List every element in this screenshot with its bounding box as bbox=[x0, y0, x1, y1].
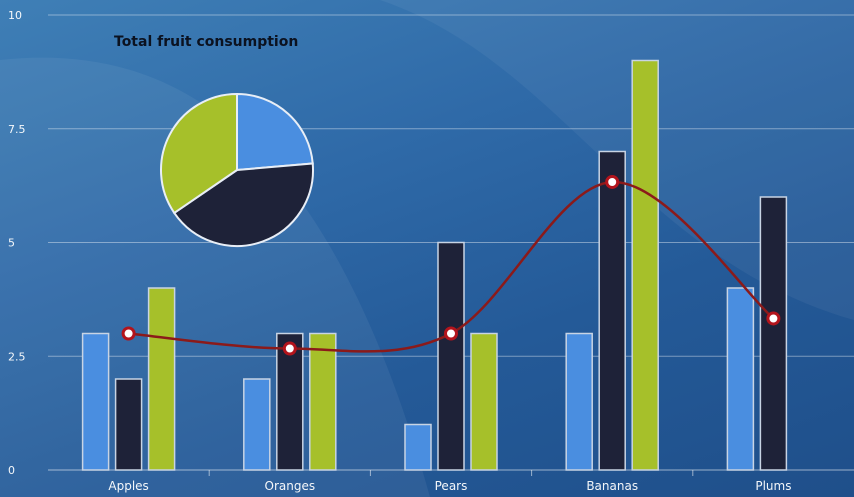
bar[interactable] bbox=[631, 59, 659, 471]
pie-layer bbox=[160, 92, 314, 247]
line-series bbox=[128, 180, 775, 353]
pie-title: Total fruit consumption bbox=[114, 34, 298, 50]
line-point[interactable] bbox=[766, 311, 781, 326]
bar[interactable] bbox=[437, 241, 465, 471]
y-tick-label: 10 bbox=[8, 9, 22, 22]
x-category-label: Apples bbox=[108, 479, 148, 493]
pie-slice[interactable] bbox=[236, 92, 314, 172]
line-point[interactable] bbox=[282, 341, 297, 356]
bar[interactable] bbox=[243, 378, 271, 471]
bar-layer bbox=[81, 59, 788, 471]
line-point[interactable] bbox=[121, 326, 136, 341]
line-point[interactable] bbox=[444, 326, 458, 341]
x-category-label: Bananas bbox=[586, 479, 638, 493]
bar[interactable] bbox=[147, 287, 176, 471]
bar[interactable] bbox=[114, 378, 143, 471]
x-category-label: Pears bbox=[435, 479, 468, 493]
x-category-label: Plums bbox=[755, 479, 791, 493]
y-tick-label: 0 bbox=[8, 464, 15, 477]
bar[interactable] bbox=[759, 196, 788, 471]
line-point[interactable] bbox=[605, 174, 620, 189]
bar[interactable] bbox=[598, 150, 626, 471]
pie-slice[interactable] bbox=[160, 92, 238, 215]
bar[interactable] bbox=[726, 287, 755, 471]
line-layer bbox=[121, 174, 781, 356]
bar[interactable] bbox=[404, 423, 432, 471]
bar[interactable] bbox=[470, 332, 498, 471]
pie-slice[interactable] bbox=[172, 162, 314, 247]
y-tick-label: 5 bbox=[8, 237, 15, 250]
y-tick-label: 7.5 bbox=[8, 123, 26, 136]
bar[interactable] bbox=[276, 332, 304, 471]
y-tick-label: 2.5 bbox=[8, 350, 26, 363]
bar[interactable] bbox=[81, 332, 110, 471]
bar[interactable] bbox=[565, 332, 593, 471]
axis-layer: 0 2.5 5 7.5 10 Apples Oranges Pears Bananas Plums bbox=[8, 9, 791, 493]
x-category-label: Oranges bbox=[265, 479, 316, 493]
bar[interactable] bbox=[309, 332, 337, 471]
